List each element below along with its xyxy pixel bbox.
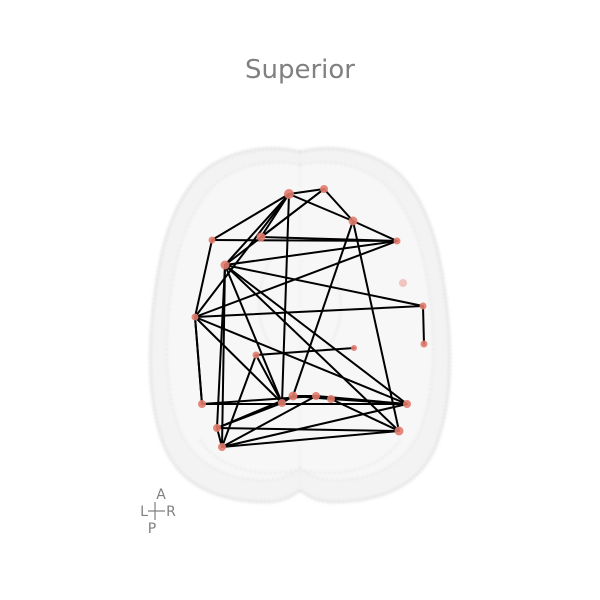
edge-11-14: [255, 354, 283, 404]
view-title: Superior: [245, 55, 355, 85]
edge-0-2: [288, 193, 354, 222]
node-3: [208, 236, 216, 244]
node-19: [213, 424, 221, 432]
node-12: [351, 345, 357, 351]
edge-21-18: [221, 403, 408, 448]
node-2: [348, 216, 358, 226]
node-13: [198, 400, 206, 408]
edge-21-16: [221, 395, 317, 448]
edge-19-20: [216, 427, 400, 432]
edge-5-6: [224, 240, 398, 266]
orientation-posterior: P: [148, 521, 156, 537]
edge-21-6: [221, 264, 226, 448]
edge-20-21: [221, 430, 400, 448]
node-1: [320, 185, 328, 193]
orientation-indicator: A P L R: [140, 487, 176, 537]
edge-1-6: [224, 188, 325, 266]
edge-0-14: [281, 193, 290, 404]
node-5: [393, 237, 401, 245]
node-15: [288, 391, 298, 401]
nodes-layer: [191, 185, 428, 451]
edge-0-8: [194, 193, 290, 318]
edge-4-5: [260, 236, 398, 242]
edge-17-20: [330, 398, 400, 432]
node-11: [252, 351, 260, 359]
node-7: [399, 279, 407, 287]
node-18: [403, 400, 411, 408]
edge-13-8: [194, 316, 203, 405]
node-9: [419, 302, 427, 310]
edge-6-18: [224, 264, 408, 405]
node-16: [312, 392, 320, 400]
edge-21-11: [221, 354, 257, 448]
edge-8-9: [194, 305, 424, 318]
edge-0-1: [288, 188, 325, 195]
edge-8-18: [194, 316, 408, 405]
node-17: [327, 395, 335, 403]
edge-1-2: [323, 188, 354, 222]
node-0: [284, 189, 294, 199]
edge-11-12: [255, 347, 355, 356]
edge-17-18: [330, 398, 408, 405]
node-8: [191, 313, 199, 321]
edge-2-5: [352, 220, 398, 242]
edge-5-8: [194, 240, 398, 318]
edge-6-14: [224, 264, 283, 404]
orientation-left: L: [140, 504, 148, 520]
edge-6-9: [224, 264, 424, 307]
edge-15-2: [292, 220, 354, 397]
edge-2-20: [352, 220, 400, 432]
node-10: [420, 340, 428, 348]
node-14: [278, 399, 286, 407]
edge-0-6: [224, 193, 290, 266]
orientation-anterior: A: [156, 487, 166, 503]
edges-layer: [194, 188, 425, 448]
edge-9-10: [422, 305, 425, 345]
node-6: [220, 260, 230, 270]
node-21: [218, 443, 226, 451]
orientation-right: R: [166, 504, 176, 520]
edge-19-14: [216, 402, 283, 429]
node-20: [394, 426, 404, 436]
edge-0-3: [211, 193, 290, 241]
edge-8-14: [194, 316, 283, 404]
edge-3-8: [194, 239, 213, 318]
node-4: [256, 232, 266, 242]
